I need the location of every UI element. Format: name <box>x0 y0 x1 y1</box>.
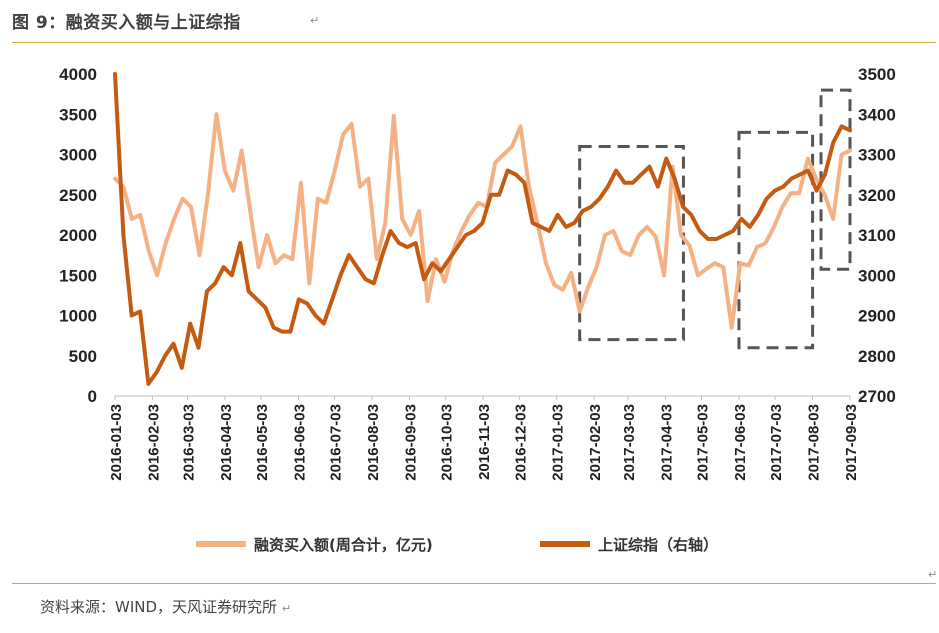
x-tick-label: 2016-06-03 <box>291 404 308 481</box>
source-note: 资料来源：WIND，天风证券研究所 ↵ <box>40 598 292 616</box>
x-tick-label: 2016-08-03 <box>365 404 382 481</box>
return-mark: ↵ <box>928 568 938 581</box>
highlight-box <box>737 130 815 350</box>
legend: 融资买入额(周合计，亿元) 上证综指（右轴） <box>196 536 718 554</box>
source-rule <box>12 583 936 584</box>
y-left-tick-label: 0 <box>88 387 97 406</box>
y-left-tick-label: 1000 <box>59 307 97 326</box>
x-tick-label: 2017-06-03 <box>732 404 749 481</box>
x-tick-label: 2016-11-03 <box>476 404 493 480</box>
legend-financing-label: 融资买入额(周合计，亿元) <box>254 536 433 554</box>
financing-series-line <box>113 112 852 330</box>
x-tick-label: 2017-07-03 <box>768 404 785 481</box>
x-tick-label: 2017-08-03 <box>806 404 823 481</box>
y-right-tick-label: 2900 <box>858 307 896 326</box>
y-left-tick-label: 2500 <box>59 186 97 205</box>
y-left-tick-label: 500 <box>69 347 97 366</box>
y-left-tick-label: 1500 <box>59 266 97 285</box>
x-tick-label: 2016-09-03 <box>402 404 419 481</box>
x-tick-label: 2016-02-03 <box>145 404 162 481</box>
x-tick-label: 2016-10-03 <box>439 404 456 481</box>
highlight-box <box>819 88 852 271</box>
highlight-boxes <box>578 88 852 350</box>
x-tick-label: 2017-01-03 <box>550 404 567 481</box>
return-mark: ↵ <box>310 14 320 27</box>
x-tick-label: 2016-12-03 <box>512 404 529 481</box>
x-tick-label: 2016-04-03 <box>218 404 235 481</box>
x-tick-label: 2017-02-03 <box>587 404 604 481</box>
x-tick-label: 2017-04-03 <box>658 404 675 481</box>
x-tick-label: 2016-05-03 <box>254 404 271 481</box>
y-left-tick-label: 3500 <box>59 105 97 124</box>
title-rule <box>12 42 936 43</box>
chart: 0 500 1000 1500 2000 2500 3000 3500 4000 2700 2800… <box>59 65 896 554</box>
x-tick-label: 2017-09-03 <box>843 404 860 481</box>
axes-layer: 0 500 1000 1500 2000 2500 3000 3500 4000 2700 2800… <box>59 65 896 481</box>
highlight-box <box>578 144 685 342</box>
x-tick-label: 2016-01-03 <box>108 404 125 481</box>
y-left-tick-label: 4000 <box>59 65 97 84</box>
index-series-line <box>113 72 852 386</box>
y-left-tick-label: 2000 <box>59 226 97 245</box>
y-right-tick-label: 3400 <box>858 105 896 124</box>
figure-title: 图 9：融资买入额与上证综指 <box>12 13 241 33</box>
x-tick-label: 2016-03-03 <box>180 404 197 481</box>
y-right-tick-label: 3000 <box>858 266 896 285</box>
y-right-tick-label: 3500 <box>858 65 896 84</box>
y-right-tick-label: 2700 <box>858 387 896 406</box>
series-layer <box>113 72 852 386</box>
x-tick-label: 2017-03-03 <box>621 404 638 481</box>
y-right-tick-label: 3100 <box>858 226 896 245</box>
x-tick-label: 2017-05-03 <box>695 404 712 481</box>
y-right-tick-label: 3200 <box>858 186 896 205</box>
y-right-tick-label: 2800 <box>858 347 896 366</box>
y-right-tick-label: 3300 <box>858 146 896 165</box>
x-tick-label: 2016-07-03 <box>328 404 345 481</box>
legend-index-label: 上证综指（右轴） <box>598 536 718 554</box>
y-left-tick-label: 3000 <box>59 146 97 165</box>
